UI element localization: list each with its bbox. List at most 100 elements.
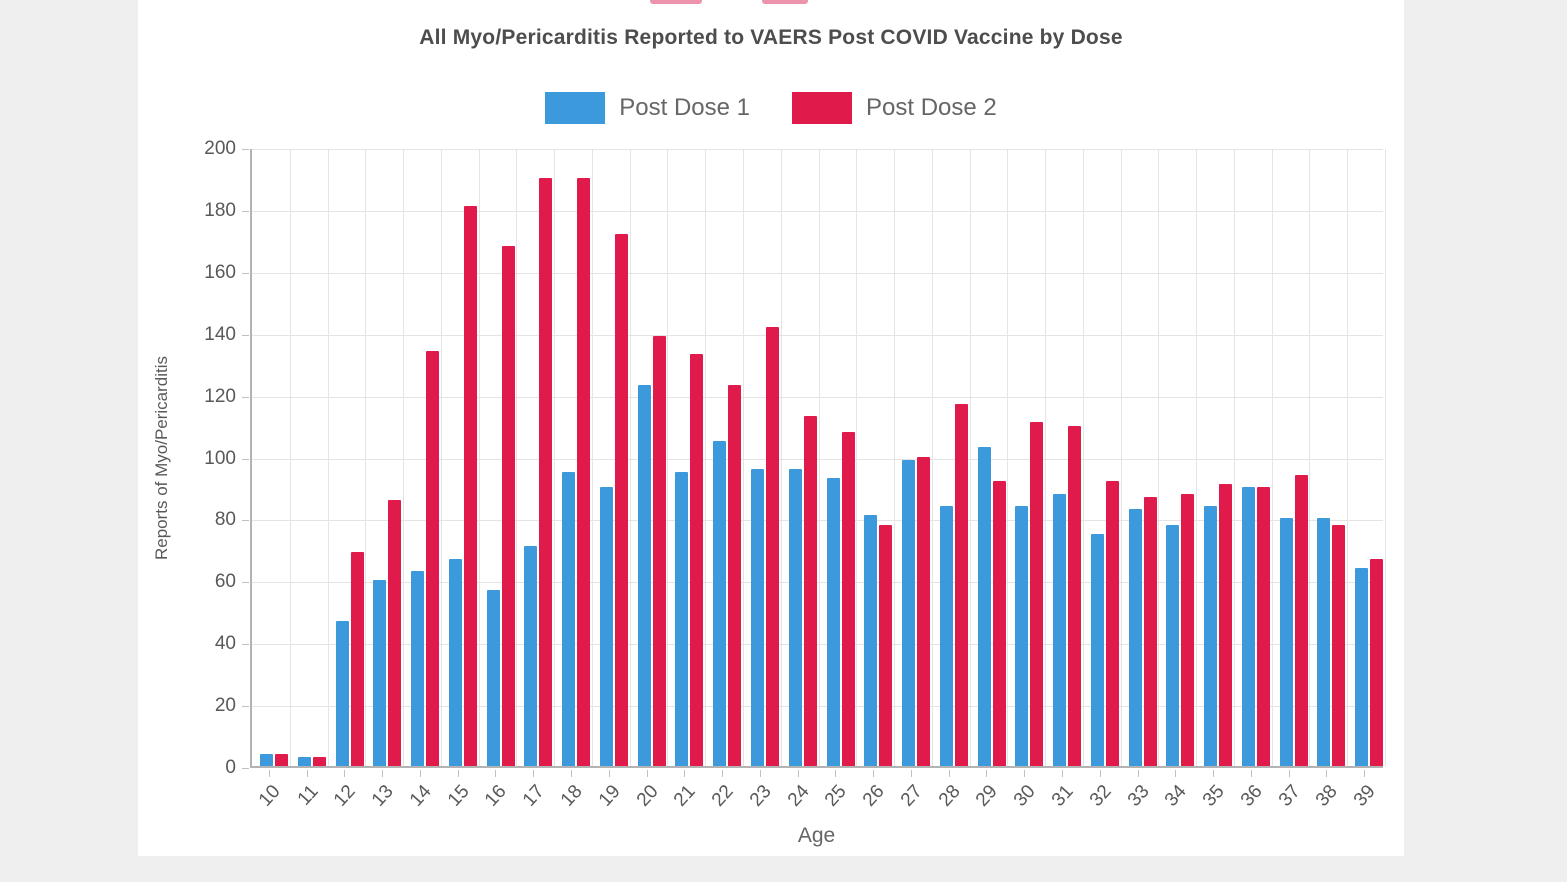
bar-dose2-age-38[interactable] [1332,524,1346,766]
y-tick-label-40: 40 [214,633,236,655]
bar-dose2-age-15[interactable] [463,205,477,766]
gridline-x-8 [554,149,556,766]
bar-dose1-age-32[interactable] [1090,533,1104,766]
gridline-y-80 [252,520,1383,522]
bar-dose2-age-37[interactable] [1294,475,1308,766]
bar-dose1-age-38[interactable] [1317,518,1331,766]
gridline-x-25 [1196,149,1198,766]
x-tick-label-35: 35 [1198,781,1229,811]
legend-item-dose1[interactable]: Post Dose 1 [545,92,750,124]
bar-dose2-age-22[interactable] [728,385,742,766]
x-tick-label-34: 34 [1161,781,1191,811]
x-tick-label-10: 10 [254,781,285,811]
bar-dose1-age-30[interactable] [1015,506,1029,766]
bar-dose2-age-10[interactable] [275,753,288,766]
x-tick-label-39: 39 [1349,781,1380,811]
bar-dose2-age-14[interactable] [426,351,440,766]
bar-dose1-age-25[interactable] [826,478,840,766]
gridline-x-26 [1233,149,1235,766]
bar-dose2-age-13[interactable] [388,499,402,766]
bar-dose2-age-35[interactable] [1219,484,1233,766]
bar-dose2-age-17[interactable] [539,177,553,766]
bar-dose1-age-35[interactable] [1204,506,1218,766]
x-tick-mark-17 [533,770,535,777]
bar-dose2-age-21[interactable] [690,354,704,766]
x-tick-mark-15 [457,770,459,777]
legend-item-dose2[interactable]: Post Dose 2 [792,92,997,124]
bar-dose2-age-12[interactable] [350,552,364,766]
bar-dose2-age-33[interactable] [1143,496,1157,766]
bar-dose1-age-23[interactable] [750,468,764,766]
bar-dose1-age-17[interactable] [524,546,538,766]
legend-swatch-dose2 [792,92,852,124]
bar-dose2-age-11[interactable] [312,756,326,766]
bar-dose2-age-27[interactable] [917,456,931,766]
bar-dose2-age-25[interactable] [841,431,855,766]
bar-dose1-age-24[interactable] [788,468,802,766]
bar-dose1-age-34[interactable] [1166,524,1180,766]
bar-dose2-age-18[interactable] [577,177,591,766]
x-tick-label-20: 20 [632,781,663,811]
bar-dose1-age-10[interactable] [260,753,273,766]
gridline-x-22 [1082,149,1084,766]
bar-dose1-age-21[interactable] [675,471,689,766]
gridline-x-13 [742,149,744,766]
y-axis-title: Reports of Myo/Pericarditis [152,355,171,561]
y-tick-label-180: 180 [204,199,236,221]
bar-dose1-age-37[interactable] [1279,518,1293,766]
bar-dose1-age-19[interactable] [599,487,613,766]
bar-dose1-age-26[interactable] [864,515,878,766]
x-tick-label-12: 12 [330,781,361,811]
y-tick-label-120: 120 [204,385,236,407]
cropped-header-artifact-left [650,0,702,4]
bar-dose2-age-19[interactable] [614,233,628,766]
bar-dose1-age-33[interactable] [1128,509,1142,766]
bar-dose2-age-29[interactable] [992,481,1006,766]
bar-dose1-age-13[interactable] [373,580,387,766]
bar-dose1-age-36[interactable] [1241,487,1255,766]
bar-dose1-age-22[interactable] [713,441,727,766]
gridline-x-4 [403,149,405,766]
bar-dose1-age-18[interactable] [562,471,576,766]
bar-dose1-age-14[interactable] [411,571,425,766]
gridline-y-60 [252,582,1383,584]
bar-dose1-age-16[interactable] [486,589,500,766]
bar-dose1-age-39[interactable] [1355,567,1369,766]
bar-dose1-age-11[interactable] [297,756,311,766]
x-tick-label-21: 21 [670,781,700,811]
bar-dose2-age-23[interactable] [765,326,779,766]
bar-dose2-age-30[interactable] [1030,422,1044,766]
bar-dose1-age-27[interactable] [902,459,916,766]
x-tick-mark-10 [268,770,270,777]
y-tick-mark-200 [242,149,249,150]
bar-dose2-age-31[interactable] [1068,425,1082,766]
bar-dose2-age-24[interactable] [803,416,817,766]
y-tick-label-60: 60 [214,571,236,593]
legend-label-dose1: Post Dose 1 [619,94,750,121]
gridline-y-160 [252,272,1383,274]
bar-dose2-age-26[interactable] [879,524,893,766]
bar-dose1-age-29[interactable] [977,447,991,766]
y-tick-label-20: 20 [214,695,236,717]
gridline-y-180 [252,210,1383,212]
x-tick-mark-37 [1288,770,1290,777]
y-tick-label-0: 0 [225,757,236,778]
bar-dose2-age-28[interactable] [954,403,968,766]
bar-dose1-age-28[interactable] [939,506,953,766]
y-tick-mark-40 [242,644,249,646]
bar-dose1-age-12[interactable] [335,620,349,766]
bar-dose2-age-34[interactable] [1181,493,1195,766]
bar-dose1-age-20[interactable] [637,385,651,766]
x-tick-label-37: 37 [1274,781,1305,811]
bar-dose2-age-20[interactable] [652,335,666,766]
bar-dose2-age-16[interactable] [501,246,515,766]
x-tick-mark-25 [835,770,837,777]
bar-dose2-age-32[interactable] [1105,481,1119,766]
bar-dose2-age-39[interactable] [1370,558,1384,766]
x-tick-label-13: 13 [368,781,398,811]
bar-dose2-age-36[interactable] [1256,487,1270,766]
bar-dose1-age-15[interactable] [448,558,462,766]
bar-dose1-age-31[interactable] [1053,493,1067,766]
y-tick-label-100: 100 [204,447,236,469]
legend: Post Dose 1 Post Dose 2 [138,92,1404,124]
